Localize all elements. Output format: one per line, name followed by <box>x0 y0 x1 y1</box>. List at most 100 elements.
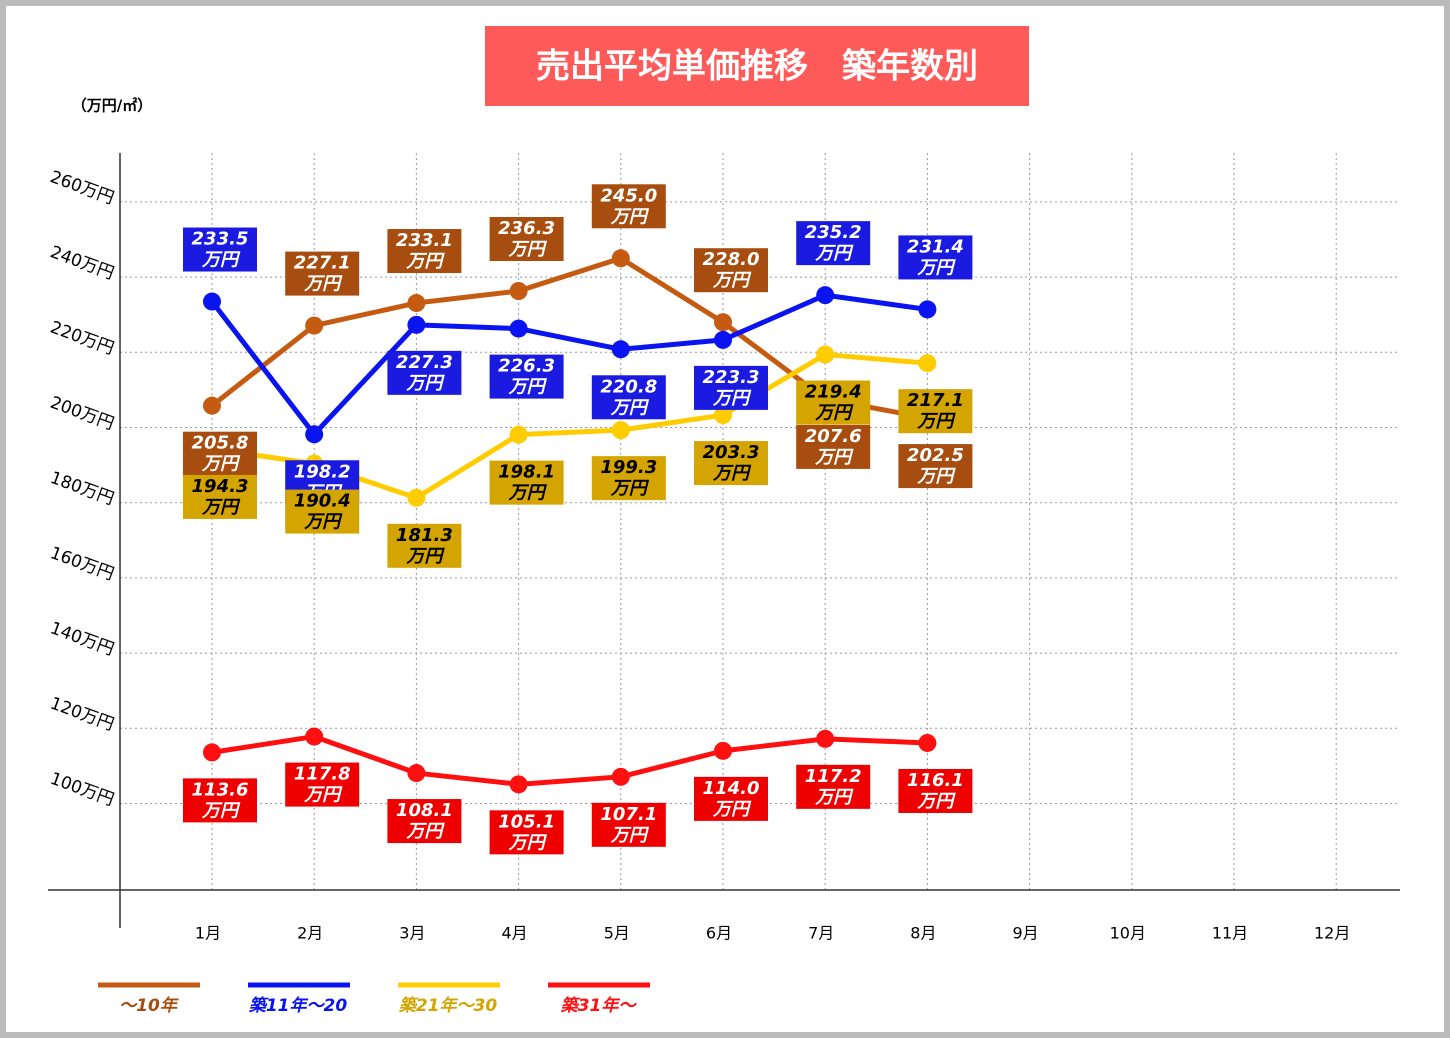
data-label: 117.2 万円 <box>805 766 862 808</box>
x-tick-label: 10月 <box>1110 924 1146 943</box>
data-label-line: 207.6 <box>805 426 862 447</box>
x-tick-label: 7月 <box>808 924 834 943</box>
data-label-group: 207.6 万円 <box>796 424 871 469</box>
data-point <box>816 286 835 305</box>
chart-title: 売出平均単価推移 築年数別 <box>536 47 978 87</box>
data-label-line: 198.2 <box>294 461 351 482</box>
data-label-group: 117.8 万円 <box>285 762 360 807</box>
data-label: 114.0 万円 <box>703 778 760 820</box>
data-point <box>714 313 732 332</box>
data-label-line: 万円 <box>916 257 956 278</box>
data-label: 199.3 万円 <box>600 457 657 499</box>
data-label-group: 198.1 万円 <box>489 460 564 505</box>
data-point <box>407 315 426 334</box>
data-point <box>816 729 835 748</box>
data-label-group: 114.0 万円 <box>694 776 768 821</box>
data-label-group: 203.3 万円 <box>694 441 768 486</box>
data-label-box <box>796 221 871 266</box>
data-label-line: 万円 <box>508 832 548 853</box>
data-label: 203.3 万円 <box>703 442 760 484</box>
data-label-group: 233.1 万円 <box>387 229 462 274</box>
data-label-group: 202.5 万円 <box>898 444 973 489</box>
data-label-box <box>285 251 360 296</box>
data-label-box <box>694 365 768 410</box>
data-label-line: 105.1 <box>498 811 555 832</box>
data-label: 217.1 万円 <box>907 390 964 432</box>
data-label-box <box>591 456 666 501</box>
data-label-group: 227.3 万円 <box>387 350 462 395</box>
data-label-group: 231.4 万円 <box>898 235 973 280</box>
data-point <box>611 421 630 440</box>
data-label-line: 万円 <box>712 270 752 291</box>
x-tick-label: 12月 <box>1314 924 1350 943</box>
data-label-group: 190.4 万円 <box>285 489 360 534</box>
data-label: 236.3 万円 <box>498 218 555 260</box>
data-label: 107.1 万円 <box>600 804 657 846</box>
data-label: 219.4 万円 <box>805 382 862 424</box>
data-label: 220.8 万円 <box>600 376 657 418</box>
data-label-line: 万円 <box>916 466 956 487</box>
data-label-line: 万円 <box>610 478 650 499</box>
data-label-group: 113.6 万円 <box>183 778 257 823</box>
data-point <box>509 775 528 794</box>
data-label-line: 万円 <box>405 821 445 842</box>
data-point <box>509 281 528 300</box>
data-label-box <box>796 380 871 425</box>
data-label: 245.0 万円 <box>600 185 657 227</box>
data-label-box <box>694 248 768 293</box>
data-label: 223.3 万円 <box>703 367 760 409</box>
data-label-line: 万円 <box>508 377 548 398</box>
data-label-line: 198.1 <box>498 462 555 483</box>
data-label-line: 245.0 <box>600 185 657 206</box>
data-label-line: 220.8 <box>600 376 657 397</box>
data-label-box <box>489 354 564 399</box>
data-label-box <box>183 431 257 476</box>
data-label-group: 194.3 万円 <box>183 474 257 519</box>
series-line <box>210 292 928 437</box>
data-point <box>509 319 528 338</box>
data-label-line: 114.0 <box>703 778 760 799</box>
data-label-group: 219.4 万円 <box>796 380 871 425</box>
data-label-line: 219.4 <box>805 382 862 403</box>
data-label-group: 107.1 万円 <box>591 802 666 847</box>
data-point <box>305 727 324 746</box>
data-label-group: 117.2 万円 <box>796 764 871 809</box>
data-label: 226.3 万円 <box>498 356 555 398</box>
data-label-line: 万円 <box>303 512 343 533</box>
data-label-group: 105.1 万円 <box>489 810 564 855</box>
data-label-group: 199.3 万円 <box>591 456 666 501</box>
data-label-line: 217.1 <box>907 390 964 411</box>
data-label-group: 116.1 万円 <box>898 768 973 813</box>
data-label-box <box>387 523 462 568</box>
data-label: 231.4 万円 <box>907 236 964 278</box>
data-label-line: 万円 <box>610 206 650 227</box>
data-point <box>203 292 221 311</box>
data-label: 227.3 万円 <box>396 352 453 394</box>
data-label: 190.4 万円 <box>294 491 351 533</box>
data-label: 235.2 万円 <box>805 222 862 264</box>
data-label-group: 236.3 万円 <box>489 216 564 261</box>
data-label-box <box>898 444 973 489</box>
data-label-line: 万円 <box>916 411 956 432</box>
data-label-line: 万円 <box>814 447 854 468</box>
data-label-line: 231.4 <box>907 236 964 257</box>
data-label-line: 万円 <box>405 546 445 567</box>
data-label-line: 113.6 <box>192 779 249 800</box>
data-label-group: 220.8 万円 <box>591 375 666 420</box>
data-point <box>611 249 630 268</box>
data-label-box <box>489 460 564 505</box>
data-label-box <box>898 389 973 434</box>
data-label-box <box>796 424 871 469</box>
data-label-line: 228.0 <box>703 249 760 270</box>
data-point <box>407 294 426 313</box>
data-label: 198.1 万円 <box>498 462 555 504</box>
data-label-box <box>591 184 666 229</box>
data-label-box <box>387 350 462 395</box>
data-label-box <box>591 802 666 847</box>
data-label-line: 181.3 <box>396 525 453 546</box>
data-label-line: 190.4 <box>294 491 351 512</box>
data-label-line: 万円 <box>610 397 650 418</box>
data-point <box>816 345 835 364</box>
data-point <box>611 340 630 359</box>
